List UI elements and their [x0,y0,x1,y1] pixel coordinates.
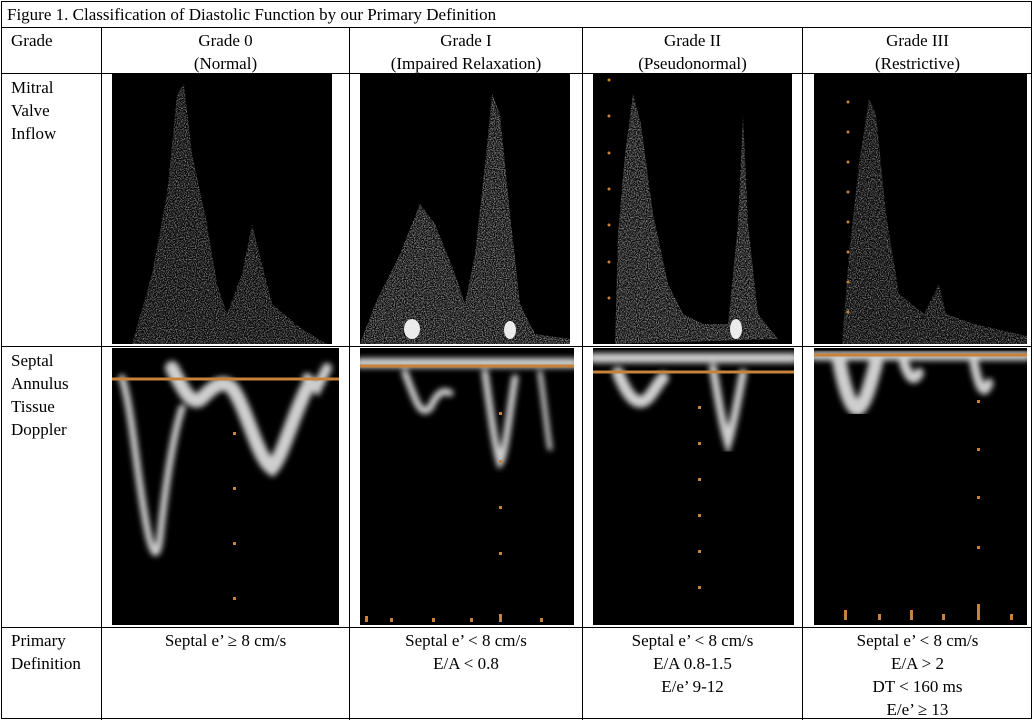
column-header-grade-0: Grade 0 (Normal) [102,29,349,75]
definition-grade-0: Septal e’ ≥ 8 cm/s [164,631,287,650]
grid-line [2,627,1032,628]
tissue-doppler-image-grade-1 [360,348,574,625]
column-header-grade-3: Grade III (Restrictive) [803,29,1032,75]
tissue-doppler-image-grade-3 [814,348,1027,625]
grade-subtitle: (Pseudonormal) [638,54,747,73]
grid-line [349,28,350,720]
grade-label: Grade II [663,31,722,50]
definition-grade-3: Septal e’ < 8 cm/s E/A > 2 DT < 160 ms E… [856,631,979,719]
grid-line [101,28,102,720]
mitral-inflow-image-grade-2 [593,74,792,344]
row-header-primary-definition: Primary Definition [11,631,81,673]
grid-line [2,346,1032,347]
definition-grade-1: Septal e’ < 8 cm/s E/A < 0.8 [405,631,527,673]
column-header-grade-1: Grade I (Impaired Relaxation) [350,29,582,75]
grid-line [2,73,1032,74]
grade-subtitle: (Impaired Relaxation) [390,54,542,73]
grade-label: Grade I [440,31,492,50]
tissue-doppler-image-grade-0 [112,348,339,625]
row-header-septal-annulus-tissue-doppler: Septal Annulus Tissue Doppler [11,351,69,439]
mitral-inflow-image-grade-0 [112,74,332,344]
grid-line [802,28,803,720]
scale-markers [607,78,611,300]
grade-subtitle: (Normal) [193,54,258,73]
definition-grade-2: Septal e’ < 8 cm/s E/A 0.8-1.5 E/e’ 9-12 [631,631,754,696]
row-header-grade: Grade [11,31,53,50]
grade-label: Grade 0 [198,31,253,50]
row-header-mitral-valve-inflow: Mitral Valve Inflow [11,78,57,143]
column-header-grade-2: Grade II (Pseudonormal) [583,29,802,75]
mitral-inflow-image-grade-1 [360,74,570,344]
grade-subtitle: (Restrictive) [875,54,960,73]
figure-title: Figure 1. Classification of Diastolic Fu… [2,2,1032,28]
tissue-doppler-image-grade-2 [593,348,794,625]
mitral-inflow-image-grade-3 [814,74,1027,344]
grid-line [582,28,583,720]
grade-label: Grade III [886,31,949,50]
